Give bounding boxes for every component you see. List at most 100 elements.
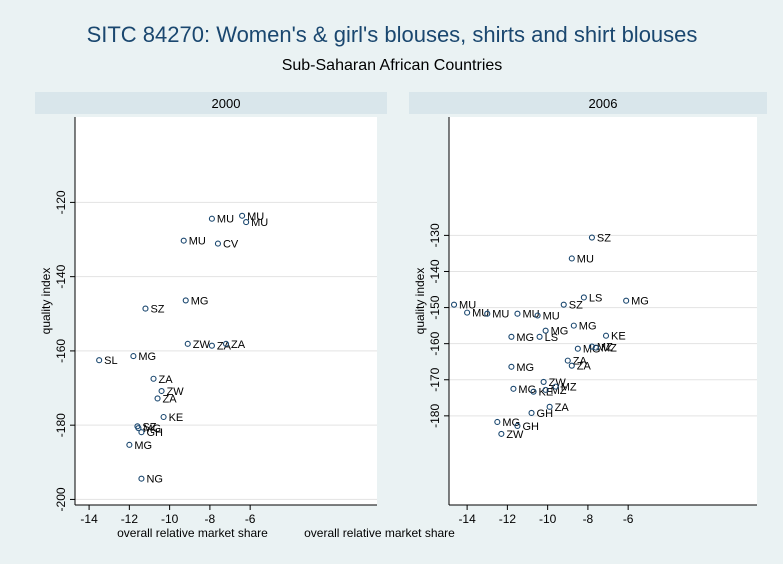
- y-tick-label: -180: [54, 413, 68, 437]
- y-tick-label: -180: [428, 404, 442, 428]
- y-tick-label: -160: [428, 331, 442, 355]
- point: [184, 340, 191, 347]
- point-label: SZ: [569, 300, 583, 312]
- point-label: MU: [472, 308, 489, 320]
- point: [450, 301, 458, 308]
- point-label: SL: [104, 355, 117, 367]
- point-label: MU: [543, 311, 560, 323]
- point-label: ZA: [577, 361, 592, 373]
- point-label: ZW: [193, 339, 211, 351]
- point-label: CV: [223, 239, 239, 251]
- x-tick-label: -10: [161, 512, 179, 526]
- y-tick-label: -150: [428, 295, 442, 319]
- point-label: MG: [502, 417, 520, 429]
- point: [498, 430, 505, 437]
- point: [568, 255, 575, 262]
- point-label: SZ: [150, 304, 164, 316]
- point-label: MZ: [601, 343, 617, 355]
- point: [180, 237, 187, 244]
- point-label: MU: [492, 309, 509, 321]
- point: [154, 395, 161, 402]
- y-tick-label: -120: [54, 190, 68, 214]
- panel-title-bg: [409, 92, 767, 114]
- point: [150, 375, 157, 382]
- point-label: ZA: [573, 356, 588, 368]
- x-tick-label: -14: [80, 512, 98, 526]
- x-axis-label: overall relative market share: [117, 526, 268, 540]
- point-label: ZA: [217, 341, 232, 353]
- point-label: MZ: [561, 382, 577, 394]
- point: [138, 475, 145, 482]
- y-tick-label: -160: [54, 339, 68, 363]
- point: [142, 305, 149, 312]
- point: [536, 333, 543, 340]
- point: [602, 332, 610, 339]
- point-label: ZW: [167, 386, 185, 398]
- point: [239, 212, 246, 219]
- point-label: MG: [143, 423, 161, 435]
- chart-title: SITC 84270: Women's & girl's blouses, sh…: [87, 22, 698, 47]
- y-tick-label: -130: [428, 223, 442, 247]
- point: [542, 327, 549, 334]
- point: [484, 310, 491, 317]
- point-label: MU: [459, 300, 476, 312]
- point-label: MU: [251, 217, 268, 229]
- y-tick-label: -170: [428, 367, 442, 391]
- point-label: MG: [516, 362, 534, 374]
- point-label: LS: [589, 292, 602, 304]
- point: [542, 386, 549, 393]
- point: [568, 362, 575, 369]
- point: [508, 333, 515, 340]
- point-label: KE: [169, 412, 184, 424]
- point: [208, 342, 215, 349]
- chart-subtitle: Sub-Saharan African Countries: [282, 57, 503, 74]
- point-label: SZ: [597, 233, 611, 245]
- point: [510, 385, 517, 392]
- y-axis-label: quality index: [39, 268, 53, 335]
- point: [570, 322, 577, 329]
- point: [158, 387, 165, 395]
- panel-title-bg: [35, 92, 387, 114]
- x-axis-label: overall relative market share: [304, 526, 455, 540]
- point: [560, 301, 567, 308]
- x-tick-label: -6: [623, 512, 634, 526]
- point-label: MG: [579, 321, 597, 333]
- point: [588, 343, 595, 350]
- point: [574, 345, 581, 352]
- point-label: GH: [537, 408, 554, 420]
- point-label: MU: [522, 309, 539, 321]
- x-tick-label: -10: [539, 512, 557, 526]
- point: [222, 340, 230, 347]
- point-label: LS: [545, 332, 558, 344]
- point: [130, 353, 137, 360]
- y-tick-label: -200: [54, 487, 68, 511]
- point-label: MG: [551, 326, 569, 338]
- point: [534, 312, 541, 319]
- point-label: ZW: [506, 429, 524, 441]
- x-tick-label: -6: [245, 512, 256, 526]
- point: [508, 363, 515, 370]
- point-label: ZA: [163, 393, 178, 405]
- point-label: MG: [583, 344, 601, 356]
- point: [135, 425, 142, 432]
- point-label: MZ: [597, 342, 613, 354]
- point-label: KE: [611, 331, 626, 343]
- point-label: MU: [217, 214, 234, 226]
- point: [588, 234, 595, 241]
- point-label: MG: [516, 332, 534, 344]
- point-label: MU: [577, 253, 594, 265]
- x-tick-label: -14: [458, 512, 476, 526]
- point-label: MG: [631, 296, 649, 308]
- point: [243, 219, 250, 226]
- y-tick-label: -140: [54, 264, 68, 288]
- point-label: MU: [189, 236, 206, 248]
- point: [552, 383, 559, 390]
- point: [96, 357, 103, 364]
- point: [182, 297, 189, 304]
- point: [528, 409, 535, 417]
- point-label: GH: [522, 421, 539, 433]
- y-tick-label: -140: [428, 259, 442, 283]
- point: [623, 297, 630, 304]
- y-axis-label: quality index: [413, 268, 427, 335]
- x-tick-label: -12: [499, 512, 517, 526]
